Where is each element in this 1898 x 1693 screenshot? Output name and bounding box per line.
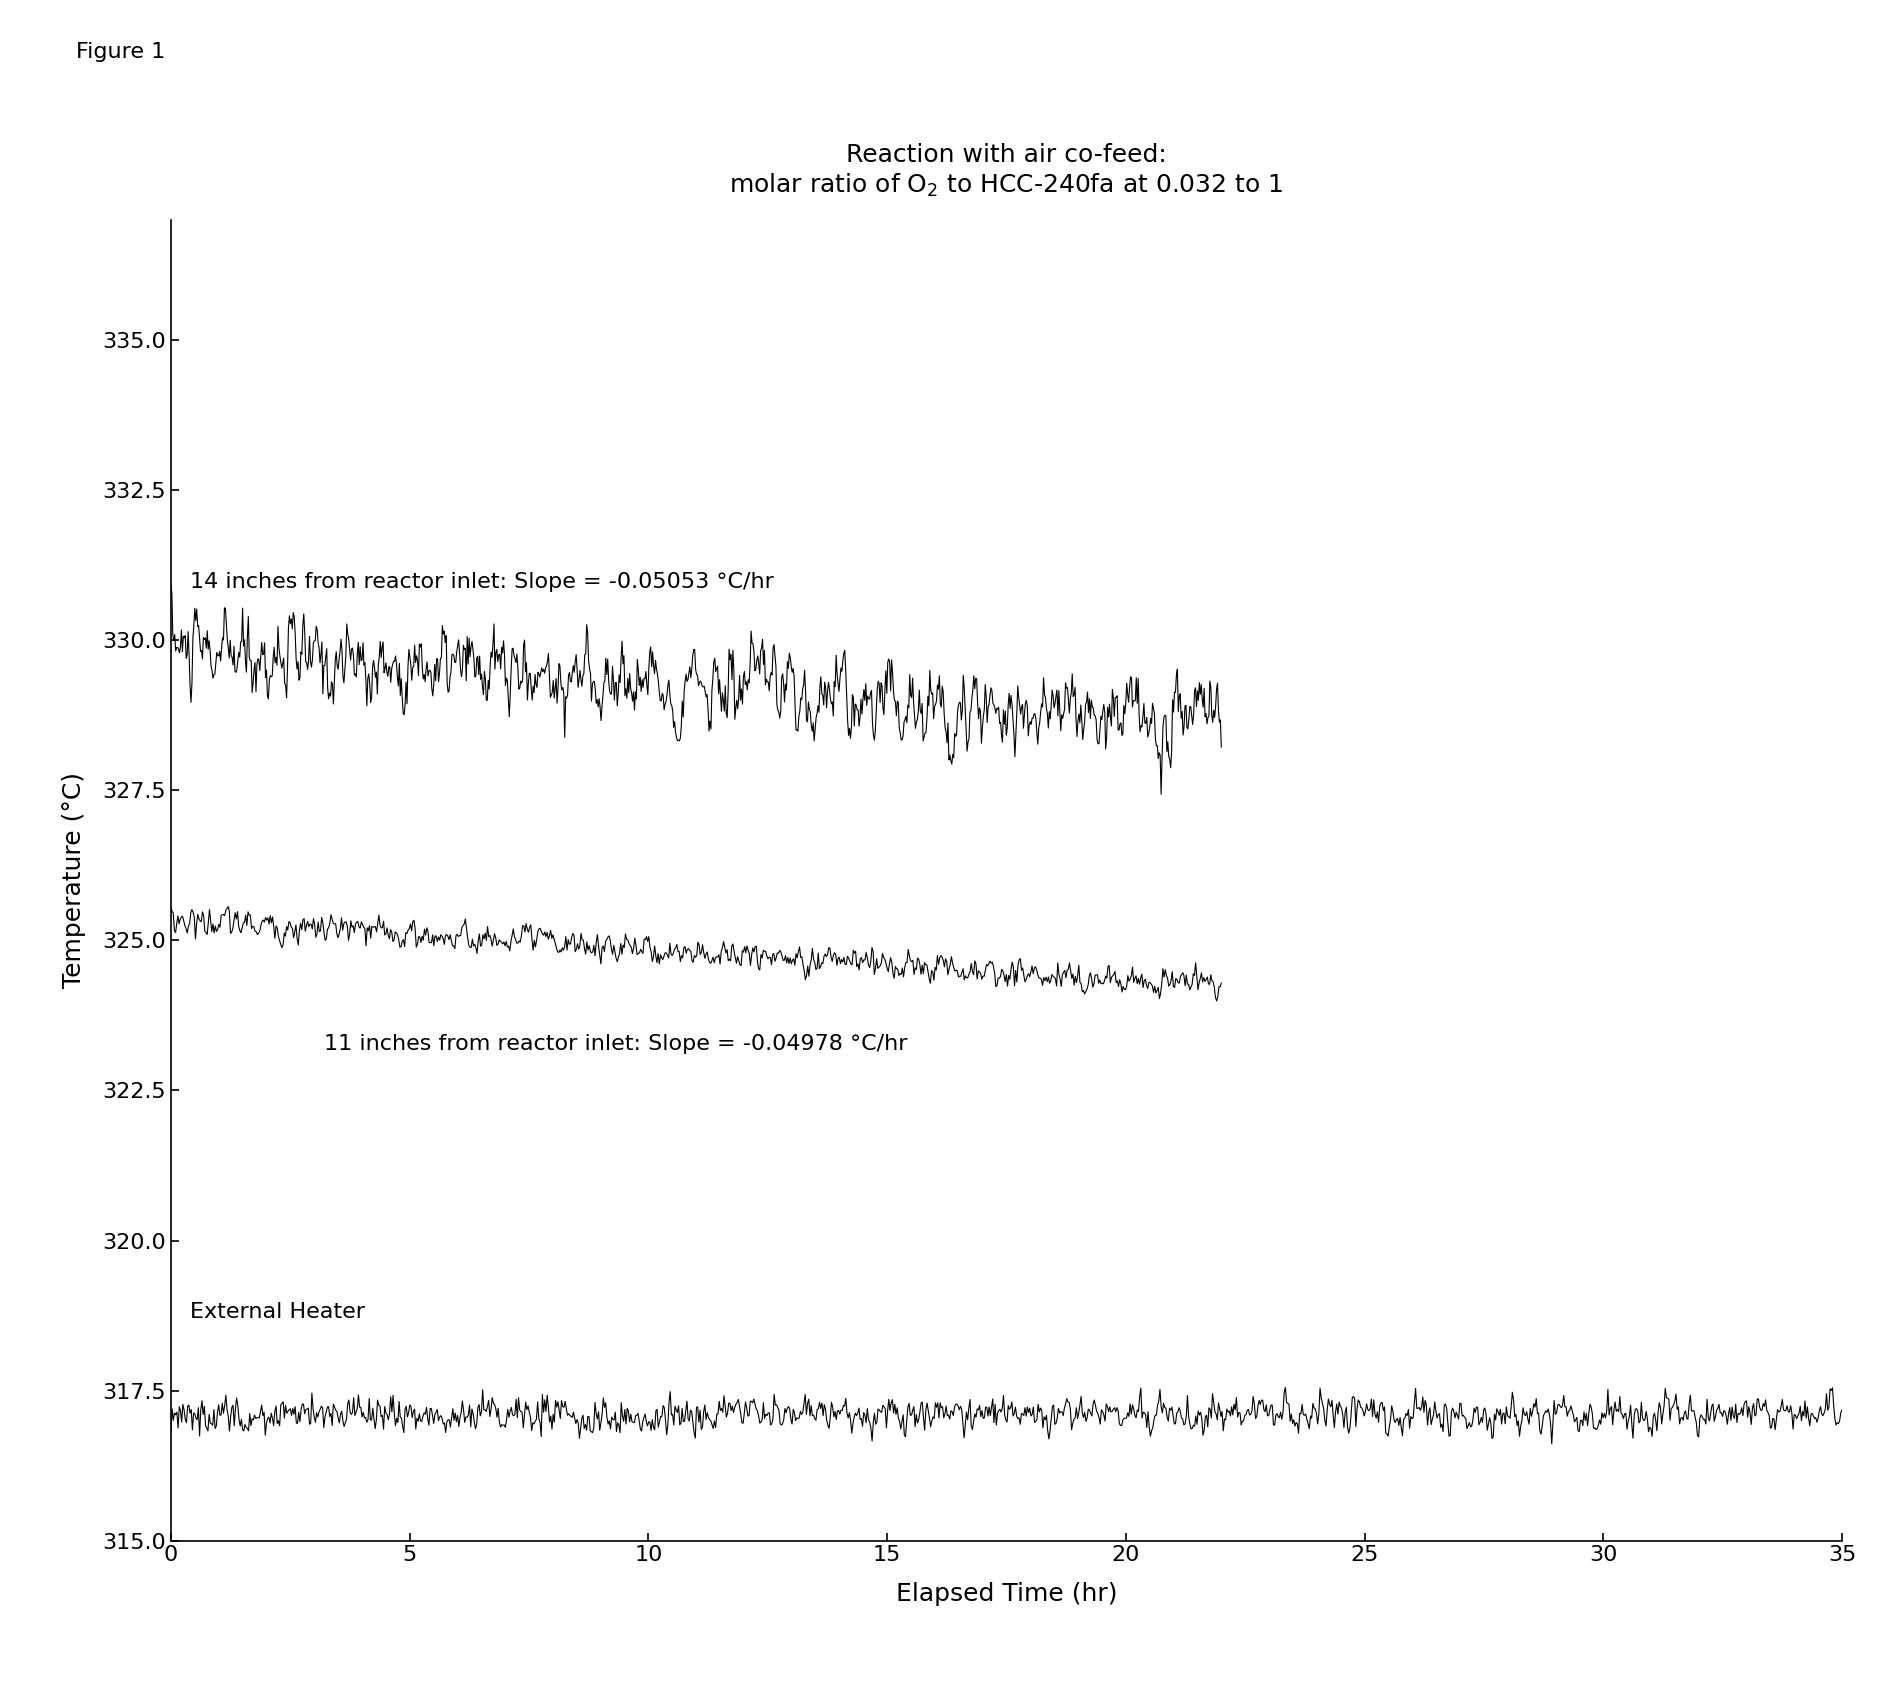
Title: Reaction with air co-feed:
molar ratio of O$_2$ to HCC-240fa at 0.032 to 1: Reaction with air co-feed: molar ratio o… bbox=[729, 144, 1283, 198]
Y-axis label: Temperature (°C): Temperature (°C) bbox=[61, 772, 85, 989]
X-axis label: Elapsed Time (hr): Elapsed Time (hr) bbox=[896, 1583, 1116, 1607]
Text: External Heater: External Heater bbox=[190, 1302, 364, 1322]
Text: 11 inches from reactor inlet: Slope = -0.04978 °C/hr: 11 inches from reactor inlet: Slope = -0… bbox=[323, 1034, 907, 1055]
Text: Figure 1: Figure 1 bbox=[76, 42, 165, 63]
Text: 14 inches from reactor inlet: Slope = -0.05053 °C/hr: 14 inches from reactor inlet: Slope = -0… bbox=[190, 572, 774, 593]
